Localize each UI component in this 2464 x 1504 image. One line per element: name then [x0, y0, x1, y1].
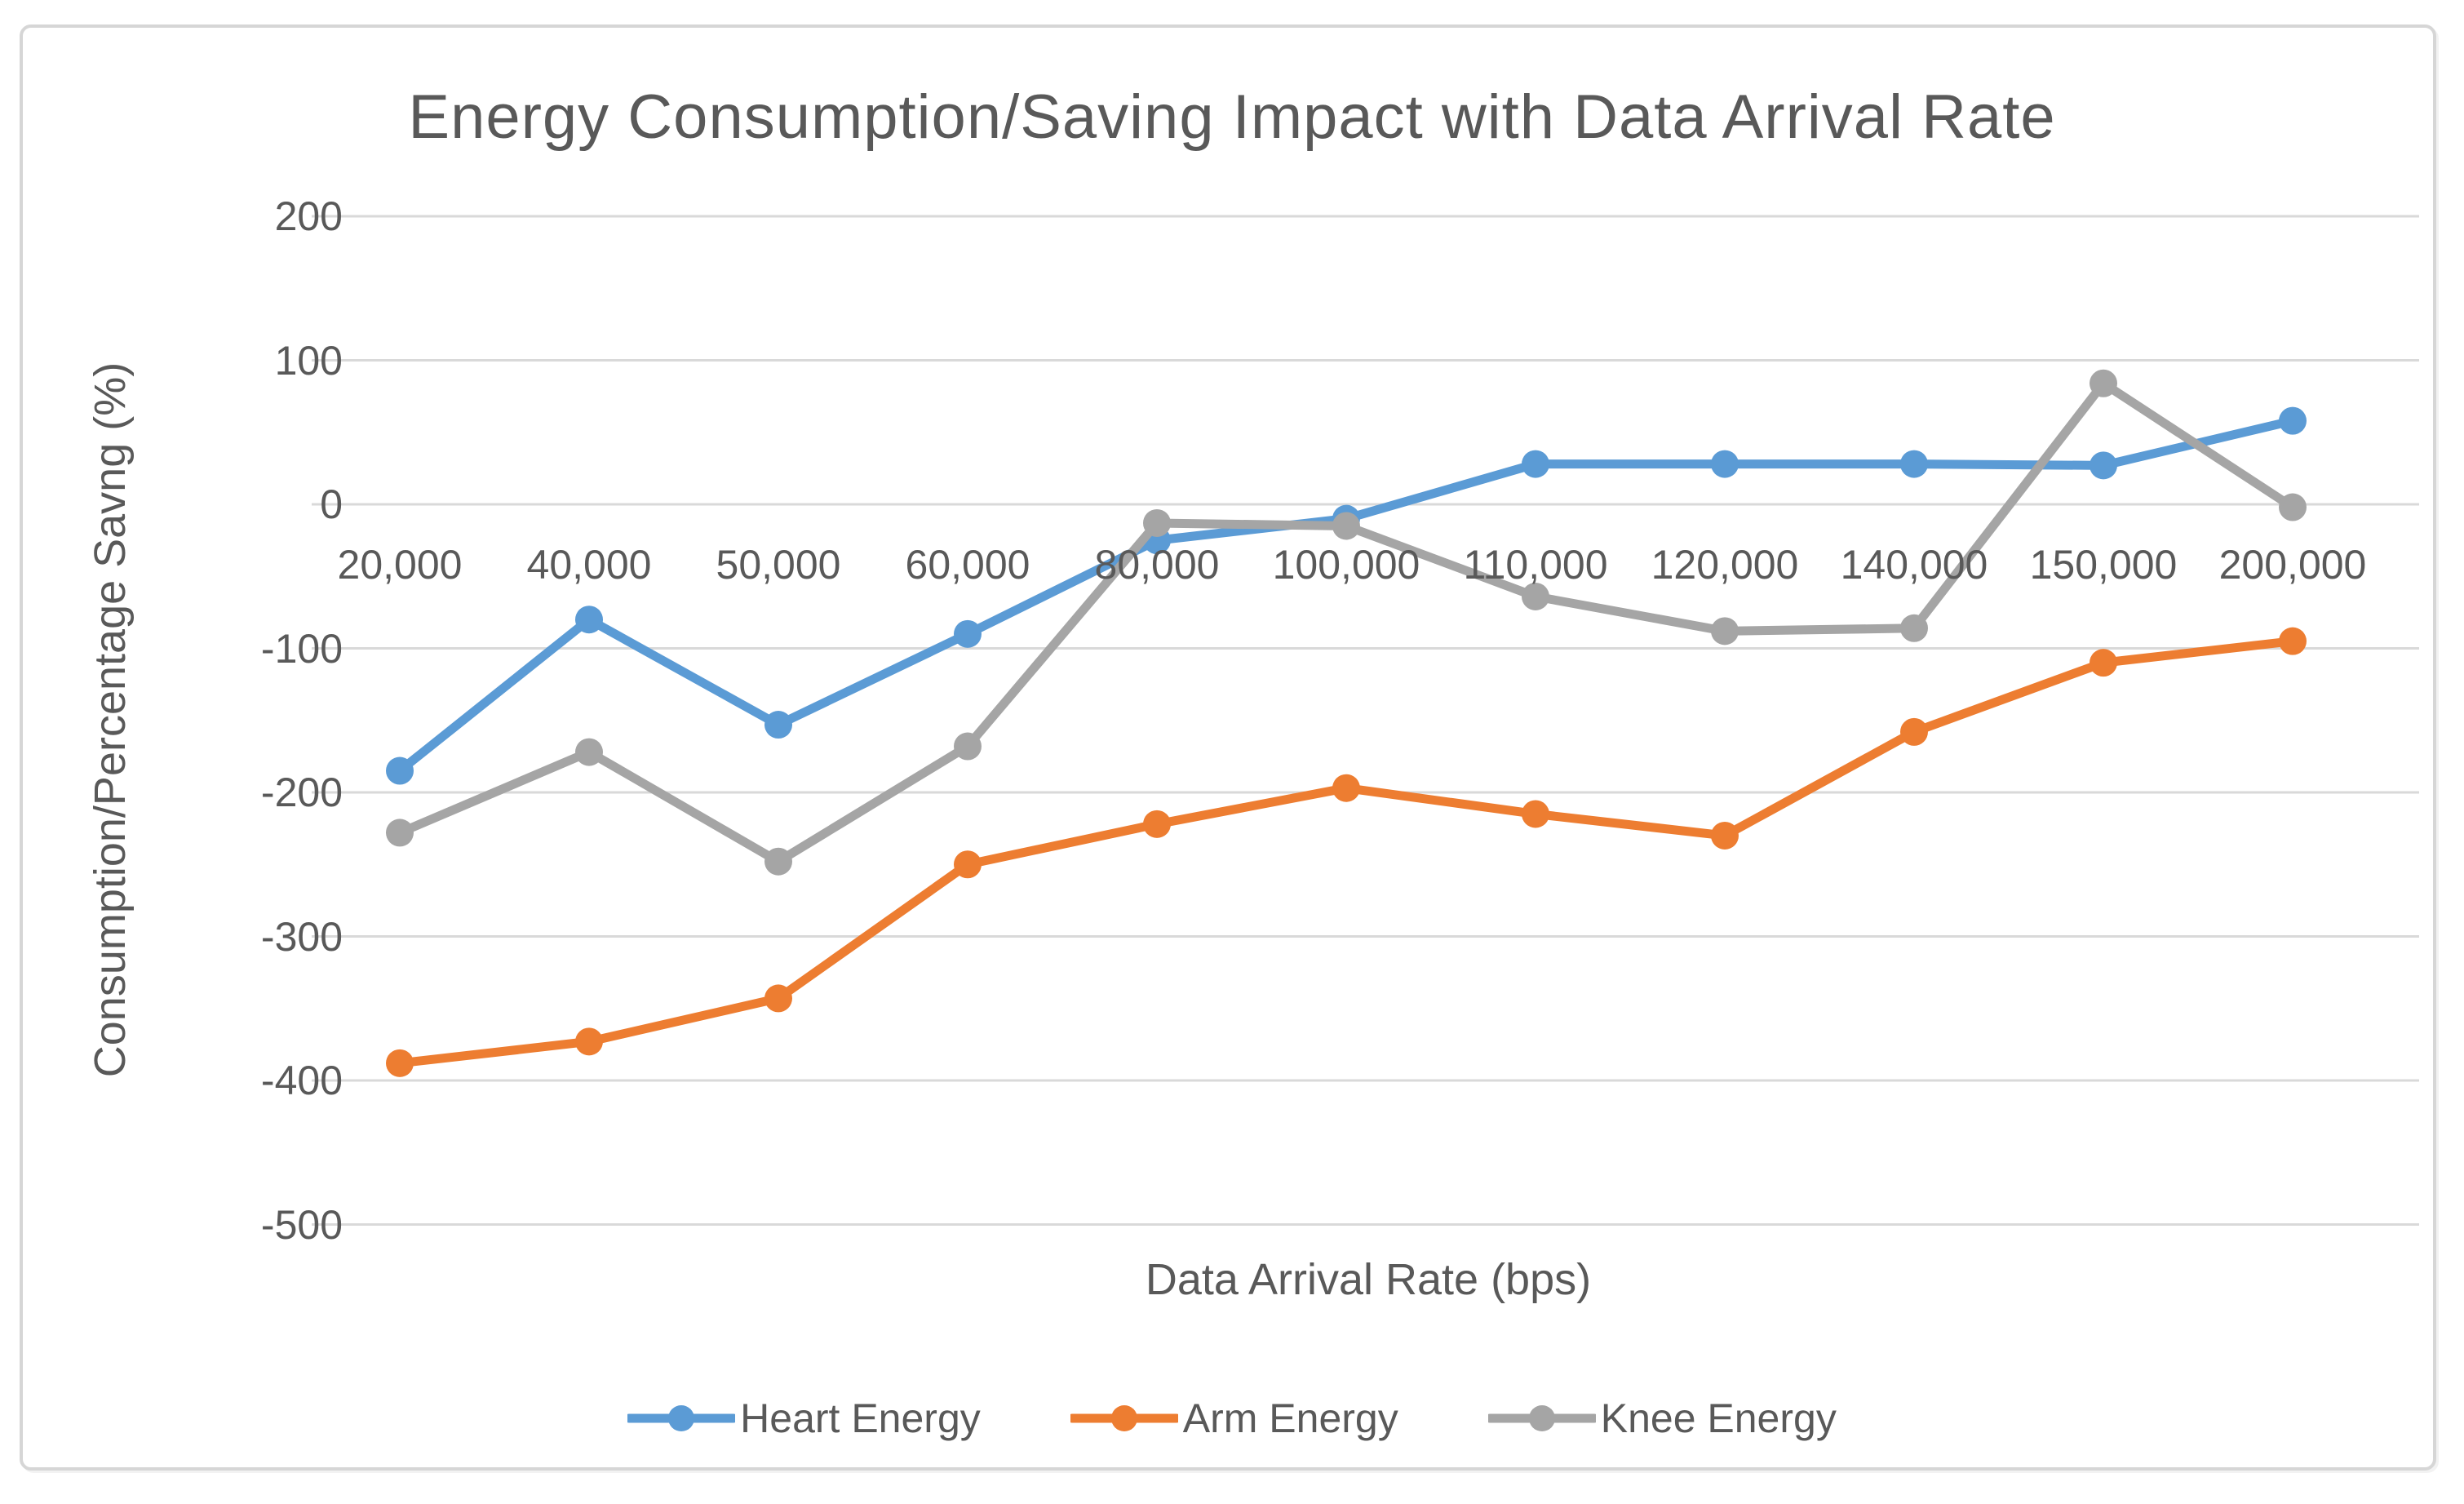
data-point-marker-arm-energy [2279, 627, 2307, 655]
y-tick-label: -100 [260, 625, 343, 672]
data-point-marker-heart-energy [954, 619, 982, 648]
data-point-marker-arm-energy [764, 984, 792, 1013]
legend-item-knee-energy: Knee Energy [1487, 1395, 1837, 1442]
x-axis-title: Data Arrival Rate (bps) [1145, 1255, 1592, 1304]
data-point-marker-knee-energy [764, 847, 792, 876]
y-tick-label: -200 [260, 770, 343, 815]
legend-swatch-arm-energy [1070, 1405, 1178, 1431]
data-point-marker-heart-energy [764, 711, 792, 739]
legend-swatch-heart-energy [627, 1405, 736, 1431]
y-axis-title: Consumption/Percentage Savng (%) [86, 362, 135, 1078]
legend-item-arm-energy: Arm Energy [1070, 1395, 1398, 1442]
data-point-marker-knee-energy [954, 732, 982, 761]
data-point-marker-arm-energy [1900, 717, 1928, 746]
x-tick-label: 110,000 [1463, 542, 1608, 588]
legend-label-knee-energy: Knee Energy [1600, 1395, 1837, 1441]
legend-swatch-knee-energy [1487, 1405, 1596, 1431]
chart-title: Energy Consumption/Saving Impact with Da… [408, 82, 2056, 152]
data-point-marker-knee-energy [1711, 617, 1739, 646]
y-tick-label: -300 [260, 913, 343, 960]
data-point-marker-arm-energy [1143, 810, 1171, 838]
data-point-marker-knee-energy [2279, 493, 2307, 521]
legend: Heart Energy Arm Energy Knee Energy [0, 1379, 2464, 1457]
data-point-marker-arm-energy [1522, 800, 1549, 828]
legend-label-heart-energy: Heart Energy [740, 1395, 981, 1441]
data-point-marker-heart-energy [2090, 451, 2117, 480]
data-point-marker-heart-energy [575, 606, 603, 634]
data-point-marker-arm-energy [386, 1049, 414, 1077]
x-tick-label: 100,000 [1272, 542, 1420, 588]
x-tick-label: 20,000 [337, 542, 463, 588]
legend-marker-icon [668, 1405, 695, 1431]
x-tick-label: 120,000 [1651, 542, 1799, 588]
data-point-marker-heart-energy [2279, 406, 2307, 435]
legend-marker-icon [1110, 1405, 1137, 1431]
data-point-marker-arm-energy [1332, 774, 1360, 802]
y-tick-label: -500 [260, 1201, 343, 1248]
x-tick-label: 50,000 [716, 542, 841, 588]
y-tick-label: 100 [274, 337, 343, 384]
x-tick-label: 150,000 [2029, 542, 2178, 588]
data-point-marker-knee-energy [1332, 512, 1360, 540]
series-line-arm-energy [395, 637, 2298, 1068]
legend-label-arm-energy: Arm Energy [1182, 1395, 1398, 1441]
x-tick-label: 140,000 [1840, 542, 1988, 588]
y-tick-label: 200 [274, 193, 343, 239]
data-point-marker-arm-energy [954, 850, 982, 879]
data-point-marker-knee-energy [1900, 614, 1928, 642]
x-tick-label: 40,000 [526, 542, 652, 588]
data-point-marker-knee-energy [1143, 508, 1171, 537]
x-tick-label: 80,000 [1094, 542, 1220, 588]
data-point-marker-knee-energy [386, 819, 414, 847]
data-point-marker-heart-energy [386, 756, 414, 785]
data-point-marker-heart-energy [1522, 450, 1549, 478]
series-line-heart-energy [395, 416, 2298, 776]
y-tick-label: 0 [320, 481, 343, 527]
legend-marker-icon [1528, 1405, 1555, 1431]
x-tick-label: 60,000 [905, 542, 1030, 588]
data-point-marker-heart-energy [1711, 450, 1739, 478]
data-point-marker-arm-energy [2090, 649, 2117, 677]
data-point-marker-arm-energy [575, 1027, 603, 1056]
y-tick-label: -400 [260, 1058, 343, 1103]
data-point-marker-knee-energy [2090, 369, 2117, 397]
legend-item-heart-energy: Heart Energy [627, 1395, 981, 1442]
data-point-marker-heart-energy [1900, 450, 1928, 478]
x-tick-label: 200,000 [2218, 542, 2367, 588]
data-point-marker-knee-energy [1522, 582, 1549, 610]
data-point-marker-knee-energy [575, 738, 603, 766]
data-point-marker-arm-energy [1711, 821, 1739, 850]
